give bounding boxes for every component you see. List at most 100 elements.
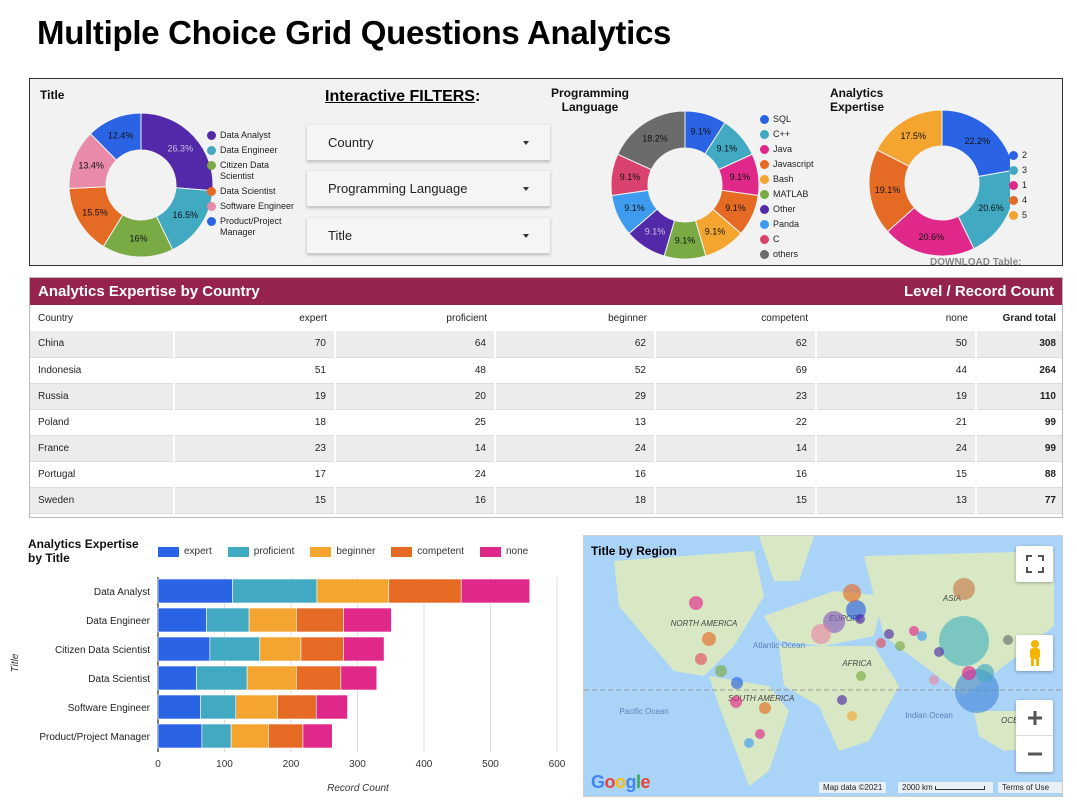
map-bubble[interactable] [884, 629, 894, 639]
map-bubble[interactable] [962, 666, 976, 680]
bar-segment-competent[interactable] [388, 578, 462, 604]
map-bubble[interactable] [855, 614, 865, 624]
legend-item[interactable]: 2 [1009, 150, 1049, 161]
column-header[interactable]: Country [38, 312, 74, 324]
map-bubble[interactable] [755, 729, 765, 739]
legend-item[interactable]: Data Scientist [207, 186, 302, 197]
map-bubble[interactable] [917, 631, 927, 641]
bar-segment-competent[interactable] [300, 636, 344, 662]
map-bubble[interactable] [929, 675, 939, 685]
column-header[interactable]: none [945, 312, 968, 324]
bar-segment-competent[interactable] [296, 665, 342, 691]
bar-segment-proficient[interactable] [201, 723, 232, 749]
region-map[interactable]: NORTH AMERICA SOUTH AMERICA EUROPE AFRICA AS… [583, 535, 1063, 797]
map-bubble[interactable] [856, 671, 866, 681]
map-bubble[interactable] [744, 738, 754, 748]
terms-of-use-link[interactable]: Terms of Use [998, 782, 1062, 793]
title-filter-dropdown[interactable]: Title [307, 218, 550, 254]
legend-item[interactable]: Product/Project Manager [207, 216, 302, 238]
bar-segment-expert[interactable] [157, 607, 207, 633]
map-bubble[interactable] [939, 616, 989, 666]
bar-segment-beginner[interactable] [248, 607, 297, 633]
pie-slice-product-project-manager[interactable] [89, 112, 142, 161]
bar-segment-competent[interactable] [268, 723, 304, 749]
pie-slice-2[interactable] [941, 109, 1010, 178]
bar-segment-proficient[interactable] [232, 578, 318, 604]
bar-segment-none[interactable] [302, 723, 333, 749]
column-header[interactable]: beginner [608, 312, 647, 324]
legend-item[interactable]: Javascript [760, 159, 830, 170]
map-bubble[interactable] [1003, 635, 1013, 645]
bar-segment-expert[interactable] [157, 694, 201, 720]
legend-item[interactable]: Bash [760, 174, 830, 185]
map-bubble[interactable] [715, 665, 727, 677]
country-filter-dropdown[interactable]: Country [307, 125, 550, 161]
fullscreen-button[interactable] [1016, 546, 1053, 582]
legend-item[interactable]: expert [158, 546, 212, 557]
column-header[interactable]: competent [761, 312, 808, 324]
bar-segment-expert[interactable] [157, 723, 203, 749]
legend-item[interactable]: beginner [310, 546, 375, 557]
map-bubble[interactable] [759, 702, 771, 714]
map-bubble[interactable] [689, 596, 703, 610]
legend-item[interactable]: Java [760, 144, 830, 155]
column-header[interactable]: proficient [446, 312, 487, 324]
legend-item[interactable]: C [760, 234, 830, 245]
map-bubble[interactable] [847, 711, 857, 721]
legend-item[interactable]: Software Engineer [207, 201, 302, 212]
bar-segment-expert[interactable] [157, 578, 233, 604]
pie-slice-5[interactable] [876, 109, 943, 167]
legend-item[interactable]: Data Analyst [207, 130, 302, 141]
legend-item[interactable]: proficient [227, 546, 294, 557]
bar-segment-proficient[interactable] [206, 607, 250, 633]
bar-segment-beginner[interactable] [230, 723, 269, 749]
zoom-out-button[interactable] [1016, 736, 1053, 772]
legend-item[interactable]: Citizen Data Scientist [207, 160, 302, 182]
legend-item[interactable]: Panda [760, 219, 830, 230]
bar-segment-proficient[interactable] [209, 636, 261, 662]
legend-item[interactable]: C++ [760, 129, 830, 140]
map-bubble[interactable] [909, 626, 919, 636]
column-header[interactable]: Grand total [1002, 312, 1056, 324]
map-bubble[interactable] [731, 677, 743, 689]
title-pie-chart[interactable]: 26.3% 16.5% 16% 15.5% 13.4% 12.4% [30, 79, 290, 267]
bar-segment-expert[interactable] [157, 636, 211, 662]
map-bubble[interactable] [843, 584, 861, 602]
bar-segment-beginner[interactable] [316, 578, 390, 604]
bar-segment-expert[interactable] [157, 665, 197, 691]
bar-segment-none[interactable] [460, 578, 531, 604]
legend-item[interactable]: 1 [1009, 180, 1049, 191]
lang-pie-chart[interactable]: 9.1% 9.1% 9.1% 9.1% 9.1% 9.1% 9.1% 9.1% 9.1% 18.2… [560, 79, 760, 267]
map-canvas[interactable]: NORTH AMERICA SOUTH AMERICA EUROPE AFRICA AS… [584, 536, 1063, 797]
bar-segment-proficient[interactable] [196, 665, 248, 691]
legend-item[interactable]: competent [391, 546, 464, 557]
title-bar-chart[interactable]: 0 100 200 300 400 500 600 Data Analyst Data Engi… [0, 570, 580, 805]
download-table-link[interactable]: DOWNLOAD Table: [930, 257, 1022, 266]
legend-item[interactable]: Other [760, 204, 830, 215]
map-bubble[interactable] [730, 696, 742, 708]
map-scale[interactable]: 2000 km [898, 782, 993, 793]
map-bubble[interactable] [811, 624, 831, 644]
legend-item[interactable]: MATLAB [760, 189, 830, 200]
legend-item[interactable]: others [760, 249, 830, 260]
map-bubble[interactable] [695, 653, 707, 665]
legend-item[interactable]: 4 [1009, 195, 1049, 206]
legend-item[interactable]: none [480, 546, 528, 557]
bar-segment-none[interactable] [343, 607, 392, 633]
map-bubble[interactable] [953, 578, 975, 600]
street-view-pegman-button[interactable] [1016, 635, 1053, 671]
bar-segment-competent[interactable] [277, 694, 317, 720]
map-bubble[interactable] [837, 695, 847, 705]
legend-item[interactable]: 3 [1009, 165, 1049, 176]
map-bubble[interactable] [976, 664, 994, 682]
legend-item[interactable]: SQL [760, 114, 830, 125]
bar-segment-none[interactable] [340, 665, 378, 691]
bar-segment-beginner[interactable] [235, 694, 278, 720]
bar-segment-competent[interactable] [296, 607, 344, 633]
map-bubble[interactable] [895, 641, 905, 651]
bar-segment-beginner[interactable] [246, 665, 297, 691]
column-header[interactable]: expert [299, 312, 327, 324]
bar-segment-none[interactable] [343, 636, 385, 662]
legend-item[interactable]: Data Engineer [207, 145, 302, 156]
bar-segment-proficient[interactable] [200, 694, 237, 720]
